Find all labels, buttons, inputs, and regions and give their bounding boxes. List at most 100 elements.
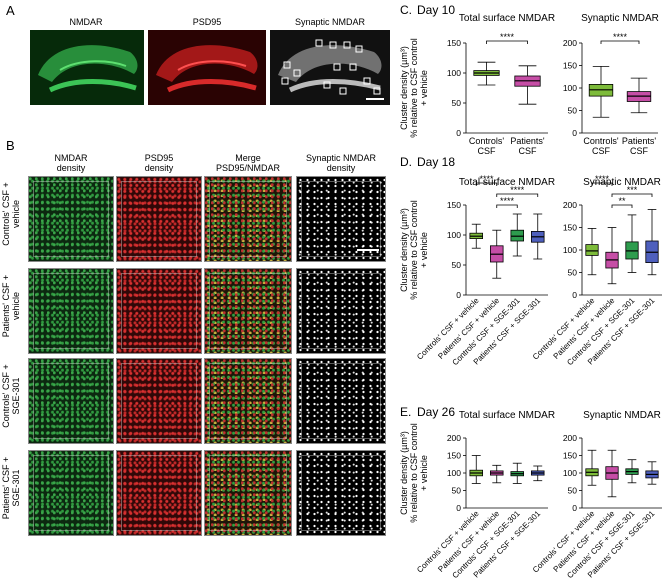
y-tick-label: 100 <box>447 468 461 478</box>
tile-r1-c4 <box>296 176 386 262</box>
col-label-nmdar: NMDAR density <box>54 153 88 173</box>
x-tick-label-line: Controls' <box>469 136 505 146</box>
y-tick-label: 100 <box>563 245 577 255</box>
y-tick-label: 0 <box>456 128 461 138</box>
hippocampus-psd95-image <box>148 30 266 105</box>
y-tick-label: 0 <box>572 290 577 300</box>
chart-title: Total surface NMDAR <box>459 177 555 188</box>
cube-outline <box>121 363 197 439</box>
tile-r3-c4 <box>296 358 386 444</box>
cube-outline <box>209 363 287 439</box>
col-label-psd95: PSD95 density <box>144 153 174 173</box>
hippocampus-nmdar-image <box>30 30 144 105</box>
x-tick-label-line: CSF <box>519 146 538 156</box>
scale-bar <box>357 249 379 251</box>
chart-title: Synaptic NMDAR <box>581 13 659 24</box>
cube-outline <box>301 181 381 257</box>
cube-outline <box>209 181 287 257</box>
significance-label: **** <box>500 196 515 206</box>
significance-label: **** <box>500 32 515 42</box>
col-label-merge: Merge PSD95/NMDAR <box>215 153 280 173</box>
y-tick-label: 100 <box>563 468 577 478</box>
significance-bracket <box>600 40 640 44</box>
tile-r3-c1 <box>28 358 114 444</box>
cube-outline <box>121 455 197 531</box>
panel-letter-b: B <box>6 138 15 153</box>
significance-bracket <box>611 193 653 197</box>
y-axis-label-line: + vehicle <box>419 455 429 491</box>
y-tick-label: 100 <box>563 83 577 93</box>
cube-outline <box>33 455 109 531</box>
significance-label: **** <box>595 174 610 184</box>
y-axis-label-line: Cluster density (µm³) <box>399 208 409 292</box>
tile-label-psd95: PSD95 <box>192 17 222 27</box>
panel-letter-a: A <box>6 3 15 18</box>
panel-title-e: Day 26 <box>417 405 455 419</box>
cube-outline <box>33 363 109 439</box>
y-axis-label-line: Cluster density (µm³) <box>399 46 409 130</box>
panel-title-c: Day 10 <box>417 3 455 17</box>
y-tick-label: 150 <box>447 38 461 48</box>
y-tick-label: 150 <box>447 451 461 461</box>
y-tick-label: 150 <box>563 61 577 71</box>
chart-title: Total surface NMDAR <box>459 410 555 421</box>
y-tick-label: 50 <box>452 486 462 496</box>
x-tick-label-line: Controls' <box>583 136 619 146</box>
cube-outline <box>209 273 287 349</box>
significance-label: ** <box>618 196 626 206</box>
y-tick-label: 50 <box>568 106 578 116</box>
significance-bracket <box>496 193 539 197</box>
chart-title: Synaptic NMDAR <box>583 177 661 188</box>
y-tick-label: 100 <box>447 68 461 78</box>
x-tick-label-line: Patients' <box>622 136 657 146</box>
tile-r1-c2 <box>116 176 202 262</box>
y-axis-label-line: % relative to CSF control <box>409 200 419 300</box>
tile-r2-c2 <box>116 268 202 354</box>
y-tick-label: 50 <box>452 260 462 270</box>
x-tick-label: Controls' CSF <box>469 136 505 156</box>
tile-r4-c1 <box>28 450 114 536</box>
cube-outline <box>301 273 381 349</box>
x-tick-label-line: CSF <box>630 146 649 156</box>
y-tick-label: 200 <box>563 200 577 210</box>
tile-r4-c3 <box>204 450 292 536</box>
tile-r1-c3 <box>204 176 292 262</box>
x-tick-label-line: CSF <box>478 146 497 156</box>
y-tick-label: 50 <box>568 268 578 278</box>
tile-r3-c2 <box>116 358 202 444</box>
tile-r4-c2 <box>116 450 202 536</box>
significance-bracket <box>611 204 633 208</box>
tile-r2-c4 <box>296 268 386 354</box>
panel-letter-d: D. <box>400 155 412 169</box>
x-tick-label: Controls' CSF <box>583 136 619 156</box>
y-tick-label: 0 <box>572 503 577 513</box>
cube-outline <box>301 363 381 439</box>
y-axis-label: Cluster density (µm³)% relative to CSF c… <box>399 38 429 138</box>
y-axis-label-line: Cluster density (µm³) <box>399 431 409 515</box>
tile-r3-c3 <box>204 358 292 444</box>
y-tick-label: 200 <box>447 433 461 443</box>
y-tick-label: 200 <box>563 38 577 48</box>
cube-outline <box>121 181 197 257</box>
tile-r2-c1 <box>28 268 114 354</box>
cube-outline <box>209 455 287 531</box>
significance-label: **** <box>613 32 628 42</box>
panel-letter-c: C. <box>400 3 412 17</box>
significance-label: **** <box>510 185 525 195</box>
chart-title: Total surface NMDAR <box>459 13 555 24</box>
cube-outline <box>301 455 381 531</box>
tile-r4-c4 <box>296 450 386 536</box>
panel-letter-e: E. <box>400 405 411 419</box>
y-axis-label-line: + vehicle <box>419 232 429 268</box>
x-tick-label: Patients' CSF <box>510 136 545 156</box>
y-tick-label: 0 <box>456 290 461 300</box>
y-tick-label: 0 <box>572 128 577 138</box>
y-tick-label: 150 <box>447 200 461 210</box>
y-axis-label: Cluster density (µm³)% relative to CSF c… <box>399 423 429 523</box>
y-axis-label-line: % relative to CSF control <box>409 423 419 523</box>
hippocampus-synaptic-image <box>270 30 390 105</box>
significance-label: *** <box>627 185 638 195</box>
